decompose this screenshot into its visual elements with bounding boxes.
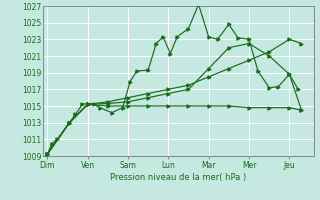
X-axis label: Pression niveau de la mer( hPa ): Pression niveau de la mer( hPa ) — [110, 173, 246, 182]
